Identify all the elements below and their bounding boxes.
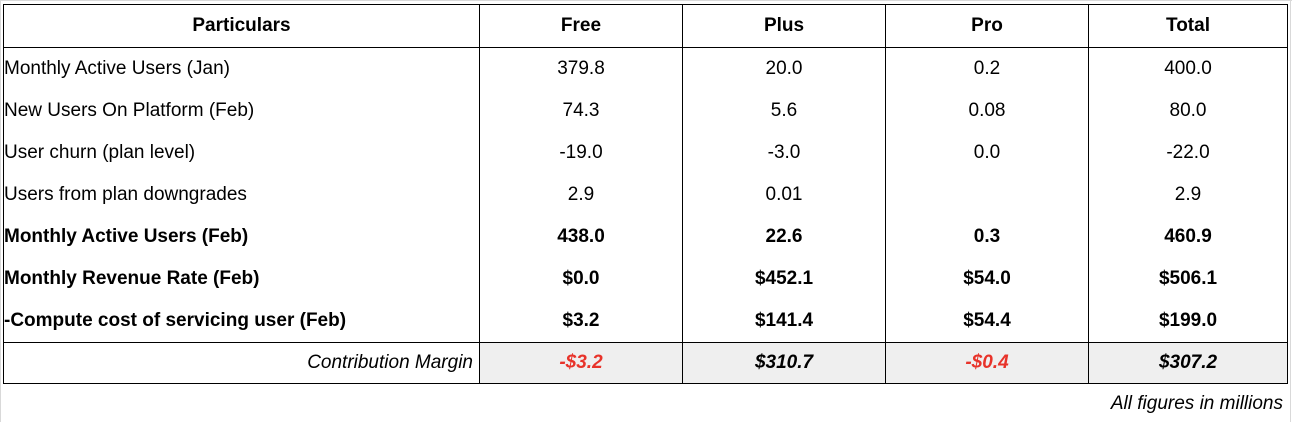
cell-free[interactable]: -19.0 [479, 132, 683, 174]
cell-total[interactable]: -22.0 [1088, 132, 1288, 174]
cell-plus[interactable]: 5.6 [682, 90, 886, 132]
contribution-margin-label[interactable]: Contribution Margin [3, 342, 480, 384]
cell-free[interactable]: $3.2 [479, 300, 683, 343]
cell-plus[interactable]: $452.1 [682, 258, 886, 300]
cell-pro[interactable]: 0.0 [885, 132, 1089, 174]
row-label[interactable]: -Compute cost of servicing user (Feb) [3, 300, 480, 343]
cell-total[interactable]: $199.0 [1088, 300, 1288, 343]
cell-pro[interactable]: $54.4 [885, 300, 1089, 343]
cell-free[interactable]: 379.8 [479, 47, 683, 90]
cell-free[interactable]: $0.0 [479, 258, 683, 300]
row-label[interactable]: Users from plan downgrades [3, 174, 480, 216]
header-pro[interactable]: Pro [885, 4, 1089, 48]
cell-plus[interactable]: $141.4 [682, 300, 886, 343]
cell-pro[interactable]: 0.2 [885, 47, 1089, 90]
table-row: New Users On Platform (Feb) 74.3 5.6 0.0… [3, 90, 1288, 132]
table-row: Monthly Revenue Rate (Feb) $0.0 $452.1 $… [3, 258, 1288, 300]
header-row: Particulars Free Plus Pro Total [3, 4, 1288, 48]
contribution-margin-row: Contribution Margin -$3.2 $310.7 -$0.4 $… [3, 342, 1288, 384]
margin-cell-plus[interactable]: $310.7 [682, 342, 886, 384]
header-particulars[interactable]: Particulars [3, 4, 480, 48]
cell-free[interactable]: 2.9 [479, 174, 683, 216]
cell-total[interactable]: 80.0 [1088, 90, 1288, 132]
sheet-gridline-top [0, 0, 1292, 1]
cell-plus[interactable]: 22.6 [682, 216, 886, 258]
cell-pro[interactable]: 0.3 [885, 216, 1089, 258]
margin-cell-free[interactable]: -$3.2 [479, 342, 683, 384]
cell-plus[interactable]: 20.0 [682, 47, 886, 90]
table-row: Users from plan downgrades 2.9 0.01 2.9 [3, 174, 1288, 216]
table-row: -Compute cost of servicing user (Feb) $3… [3, 300, 1288, 343]
footnote: All figures in millions [1110, 393, 1283, 414]
margin-cell-total[interactable]: $307.2 [1088, 342, 1288, 384]
unit-economics-table: Particulars Free Plus Pro Total Monthly … [3, 4, 1288, 384]
cell-total[interactable]: 460.9 [1088, 216, 1288, 258]
table-row: Monthly Active Users (Feb) 438.0 22.6 0.… [3, 216, 1288, 258]
row-label[interactable]: User churn (plan level) [3, 132, 480, 174]
cell-plus[interactable]: -3.0 [682, 132, 886, 174]
row-label[interactable]: Monthly Active Users (Feb) [3, 216, 480, 258]
cell-pro[interactable] [885, 174, 1089, 216]
header-total[interactable]: Total [1088, 4, 1288, 48]
row-label[interactable]: Monthly Active Users (Jan) [3, 47, 480, 90]
header-plus[interactable]: Plus [682, 4, 886, 48]
margin-cell-pro[interactable]: -$0.4 [885, 342, 1089, 384]
cell-total[interactable]: $506.1 [1088, 258, 1288, 300]
cell-total[interactable]: 2.9 [1088, 174, 1288, 216]
table-row: User churn (plan level) -19.0 -3.0 0.0 -… [3, 132, 1288, 174]
cell-free[interactable]: 438.0 [479, 216, 683, 258]
table-row: Monthly Active Users (Jan) 379.8 20.0 0.… [3, 47, 1288, 90]
sheet-gridline-right [1290, 0, 1291, 422]
cell-pro[interactable]: 0.08 [885, 90, 1089, 132]
cell-plus[interactable]: 0.01 [682, 174, 886, 216]
cell-pro[interactable]: $54.0 [885, 258, 1089, 300]
cell-total[interactable]: 400.0 [1088, 47, 1288, 90]
row-label[interactable]: Monthly Revenue Rate (Feb) [3, 258, 480, 300]
cell-free[interactable]: 74.3 [479, 90, 683, 132]
sheet-gridline-left [0, 0, 1, 422]
row-label[interactable]: New Users On Platform (Feb) [3, 90, 480, 132]
header-free[interactable]: Free [479, 4, 683, 48]
